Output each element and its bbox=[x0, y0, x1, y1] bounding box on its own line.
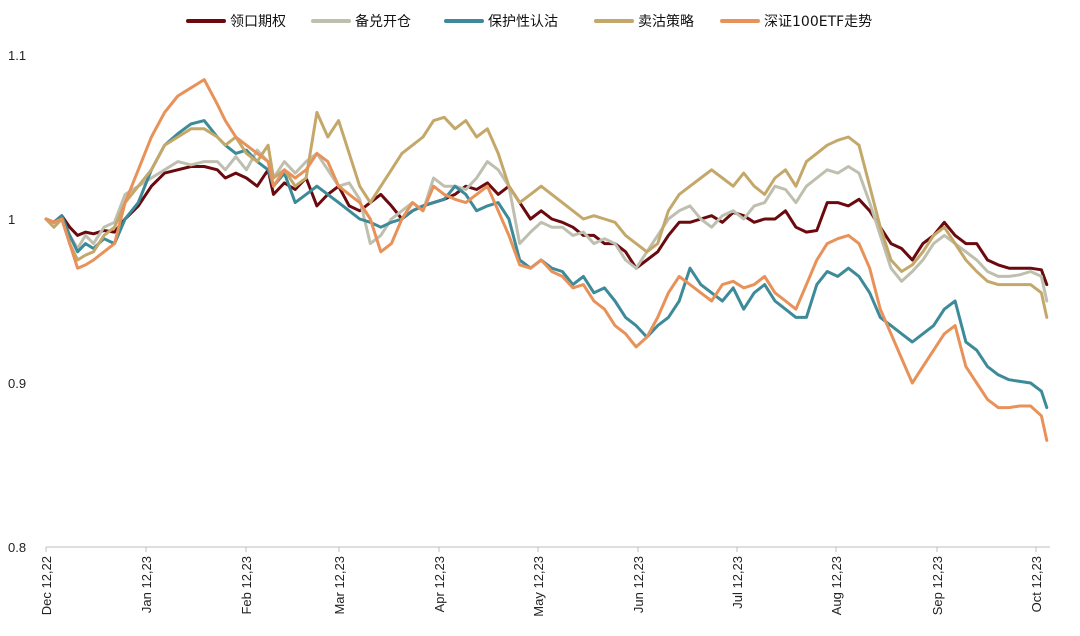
x-tick-label: Jan 12,23 bbox=[139, 556, 154, 613]
series-line-3 bbox=[44, 110, 1049, 319]
x-tick-label: Mar 12,23 bbox=[332, 556, 347, 615]
y-tick-label: 0.8 bbox=[8, 540, 26, 555]
y-tick-label: 0.9 bbox=[8, 376, 26, 391]
x-tick-label: Dec 12,22 bbox=[39, 556, 54, 615]
legend-label: 备兑开仓 bbox=[355, 13, 411, 30]
legend-label: 保护性认沽 bbox=[488, 14, 558, 30]
legend-item: 保护性认沽 bbox=[444, 14, 558, 30]
x-tick-label: Feb 12,23 bbox=[239, 556, 254, 615]
legend-label: 深证100ETF走势 bbox=[764, 14, 872, 30]
legend-item: 领口期权 bbox=[186, 14, 286, 30]
legend-item: 备兑开仓 bbox=[311, 13, 411, 30]
legend-item: 卖沽策略 bbox=[594, 13, 694, 30]
x-tick-label: Oct 12,23 bbox=[1029, 556, 1044, 612]
x-tick-label: Apr 12,23 bbox=[432, 556, 447, 612]
x-tick-label: Jul 12,23 bbox=[730, 556, 745, 609]
legend-label: 卖沽策略 bbox=[638, 13, 694, 30]
y-tick-label: 1.1 bbox=[8, 48, 26, 63]
series-lines bbox=[44, 78, 1049, 442]
x-tick-label: Jun 12,23 bbox=[631, 556, 646, 613]
legend-label: 领口期权 bbox=[230, 14, 286, 30]
y-axis: 0.8 0.9 1 1.1 bbox=[8, 48, 26, 555]
x-tick-label: Sep 12,23 bbox=[930, 556, 945, 615]
x-tick-label: May 12,23 bbox=[531, 556, 546, 617]
legend-item: 深证100ETF走势 bbox=[720, 14, 872, 30]
x-axis: Dec 12,22 Jan 12,23 Feb 12,23 Mar 12,23 Apr … bbox=[39, 546, 1050, 617]
series-line-1 bbox=[44, 148, 1049, 303]
legend: 领口期权 备兑开仓 保护性认沽 卖沽策略 深证100ETF走势 bbox=[186, 13, 872, 30]
x-tick-label: Aug 12,23 bbox=[829, 556, 844, 615]
series-line-4 bbox=[44, 78, 1049, 442]
y-tick-label: 1 bbox=[8, 212, 15, 227]
